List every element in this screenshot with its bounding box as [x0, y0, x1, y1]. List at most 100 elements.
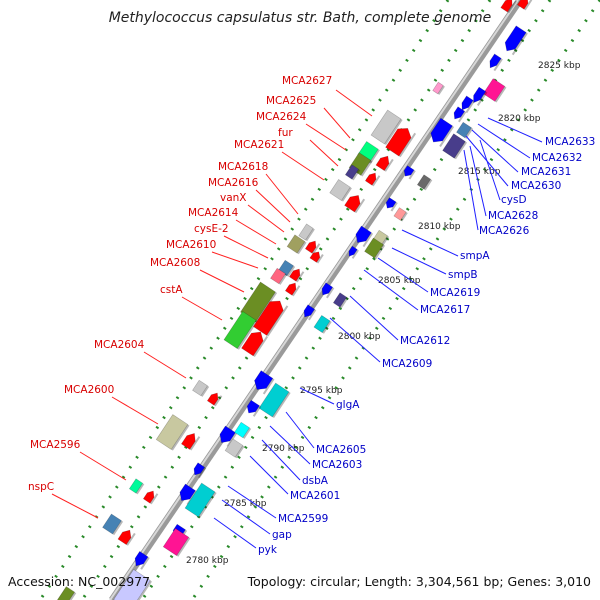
gene-feature[interactable]: [128, 478, 145, 495]
gene-feature[interactable]: [416, 174, 433, 191]
gene-feature[interactable]: [319, 282, 335, 299]
gene-feature[interactable]: [241, 328, 269, 357]
gene-label-mca2616[interactable]: MCA2616: [208, 177, 259, 189]
gene-feature[interactable]: [353, 225, 374, 248]
gene-feature[interactable]: [191, 462, 207, 479]
gene-feature[interactable]: [184, 482, 217, 519]
gene-feature[interactable]: [286, 234, 307, 255]
gene-label-vanx[interactable]: vanX: [220, 192, 247, 204]
gene-feature[interactable]: [224, 438, 245, 459]
gene-feature[interactable]: [251, 370, 275, 395]
gene-label-mca2603[interactable]: MCA2603: [312, 459, 362, 471]
gene-label-gap[interactable]: gap: [272, 529, 292, 541]
gene-label-nspc[interactable]: nspC: [28, 481, 54, 493]
gene-feature[interactable]: [402, 165, 416, 180]
gene-feature[interactable]: [344, 164, 361, 181]
gene-feature[interactable]: [459, 95, 475, 114]
gene-feature[interactable]: [384, 197, 398, 212]
gene-feature[interactable]: [332, 292, 349, 309]
kbp-tick-2795-kbp: 2795 kbp: [300, 386, 343, 396]
gene-label-dsba[interactable]: dsbA: [302, 475, 329, 487]
gene-feature[interactable]: [456, 121, 474, 139]
gene-feature[interactable]: [347, 245, 359, 259]
gene-label-mca2608[interactable]: MCA2608: [150, 257, 200, 269]
gene-feature[interactable]: [288, 267, 305, 283]
gene-label-mca2633[interactable]: MCA2633: [545, 136, 595, 148]
gene-feature[interactable]: [142, 489, 159, 505]
gene-feature[interactable]: [258, 382, 291, 419]
gene-label-glga[interactable]: glgA: [336, 399, 360, 411]
leader-line-cysd: [479, 139, 501, 201]
gene-feature[interactable]: [428, 117, 455, 147]
gene-label-fur[interactable]: fur: [278, 127, 293, 139]
gene-feature[interactable]: [270, 267, 288, 285]
gene-label-pyk[interactable]: pyk: [258, 544, 278, 556]
gene-feature[interactable]: [113, 569, 152, 600]
gene-feature[interactable]: [56, 586, 77, 600]
gene-feature[interactable]: [370, 109, 403, 146]
gene-feature[interactable]: [252, 297, 289, 337]
gene-feature[interactable]: [223, 310, 258, 350]
gene-feature[interactable]: [344, 192, 366, 214]
gene-label-mca2604[interactable]: MCA2604: [94, 339, 145, 351]
gene-feature[interactable]: [180, 431, 201, 451]
gene-feature[interactable]: [432, 81, 445, 95]
gene-label-mca2596[interactable]: MCA2596: [30, 439, 81, 451]
gene-label-mca2621[interactable]: MCA2621: [234, 139, 284, 151]
gene-label-mca2625[interactable]: MCA2625: [266, 95, 316, 107]
gene-label-mca2628[interactable]: MCA2628: [488, 210, 538, 222]
gene-feature[interactable]: [162, 527, 191, 557]
gene-label-mca2617[interactable]: MCA2617: [420, 304, 470, 316]
gene-feature[interactable]: [375, 153, 394, 172]
gene-label-mca2630[interactable]: MCA2630: [511, 180, 561, 192]
gene-label-smpa[interactable]: smpA: [460, 250, 490, 262]
gene-label-smpb[interactable]: smpB: [448, 269, 478, 281]
gene-label-cysd[interactable]: cysD: [501, 194, 527, 206]
gene-label-mca2609[interactable]: MCA2609: [382, 358, 432, 370]
gene-label-mca2601[interactable]: MCA2601: [290, 490, 340, 502]
gene-feature[interactable]: [364, 171, 381, 187]
gene-label-csta[interactable]: cstA: [160, 284, 183, 296]
gene-label-mca2600[interactable]: MCA2600: [64, 384, 114, 396]
gene-feature[interactable]: [217, 425, 238, 448]
gene-feature[interactable]: [117, 527, 136, 546]
gene-feature[interactable]: [482, 78, 507, 103]
gene-feature[interactable]: [313, 314, 332, 334]
gene-label-cyse-2[interactable]: cysE-2: [194, 223, 229, 235]
gene-feature[interactable]: [192, 379, 210, 397]
gene-feature[interactable]: [206, 391, 223, 407]
gene-feature[interactable]: [516, 0, 533, 11]
gene-feature[interactable]: [301, 304, 317, 321]
gene-feature[interactable]: [309, 250, 324, 264]
gene-label-mca2627[interactable]: MCA2627: [282, 75, 332, 87]
gene-feature[interactable]: [245, 399, 262, 417]
gene-label-mca2614[interactable]: MCA2614: [188, 207, 239, 219]
gene-label-mca2619[interactable]: MCA2619: [430, 287, 480, 299]
gene-feature[interactable]: [132, 550, 150, 570]
gene-label-mca2632[interactable]: MCA2632: [532, 152, 582, 164]
gene-feature[interactable]: [451, 106, 467, 123]
gene-feature[interactable]: [155, 414, 190, 451]
gene-label-mca2624[interactable]: MCA2624: [256, 111, 307, 123]
gene-feature[interactable]: [329, 179, 352, 202]
gene-label-mca2618[interactable]: MCA2618: [218, 161, 268, 173]
gene-feature[interactable]: [364, 237, 386, 260]
gene-feature[interactable]: [487, 53, 503, 72]
gene-feature[interactable]: [500, 0, 517, 14]
gene-label-mca2599[interactable]: MCA2599: [278, 513, 328, 525]
gene-label-mca2631[interactable]: MCA2631: [521, 166, 571, 178]
gene-feature[interactable]: [234, 421, 252, 439]
gene-label-mca2612[interactable]: MCA2612: [400, 335, 450, 347]
gene-label-mca2610[interactable]: MCA2610: [166, 239, 216, 251]
gene-feature[interactable]: [102, 513, 124, 536]
gene-feature[interactable]: [442, 133, 468, 160]
gene-feature[interactable]: [298, 223, 315, 242]
gene-feature[interactable]: [304, 239, 321, 255]
gene-feature[interactable]: [393, 207, 408, 222]
gene-feature[interactable]: [470, 86, 488, 106]
gene-feature[interactable]: [502, 25, 528, 56]
gene-feature[interactable]: [385, 124, 417, 158]
gene-label-mca2605[interactable]: MCA2605: [316, 444, 366, 456]
gene-label-mca2626[interactable]: MCA2626: [479, 225, 530, 237]
gene-feature[interactable]: [284, 281, 301, 297]
